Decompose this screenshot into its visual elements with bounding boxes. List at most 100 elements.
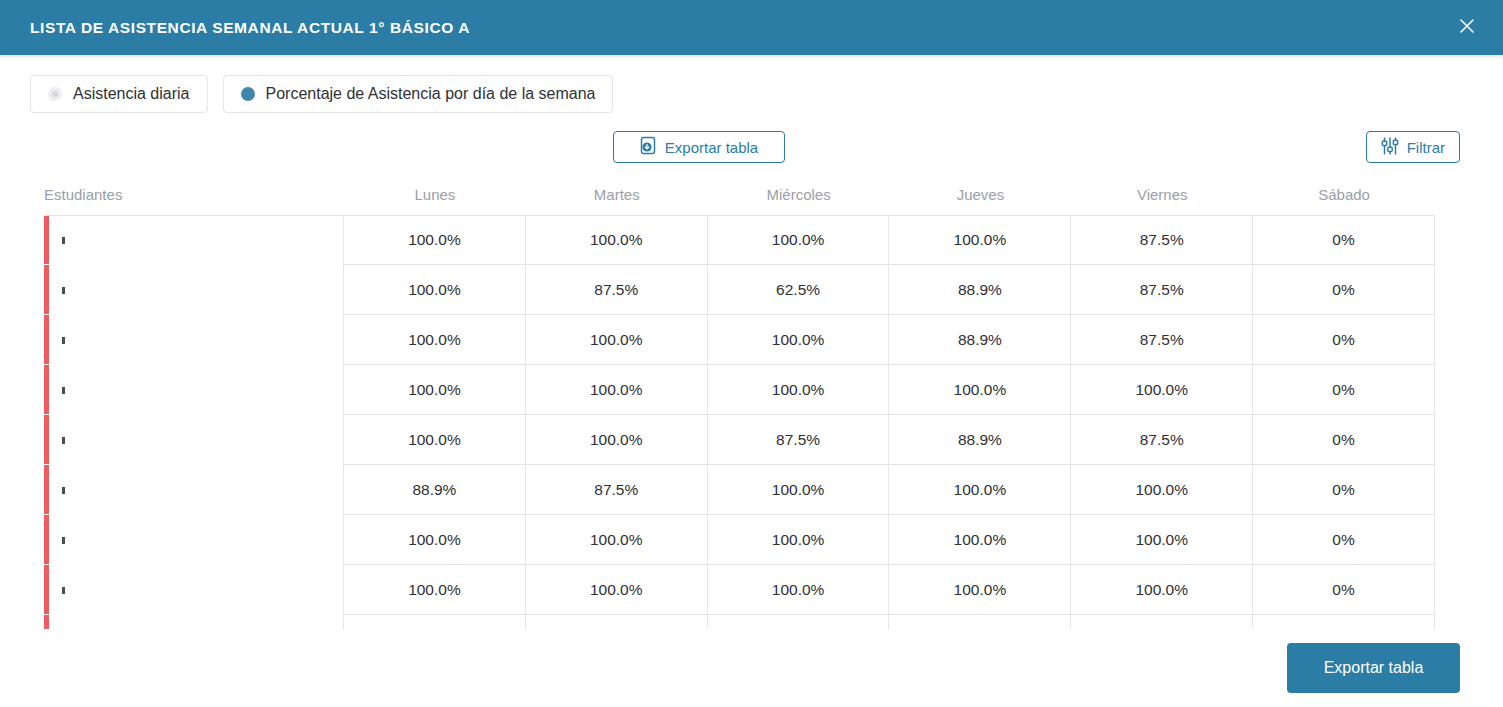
- column-header-jueves: Jueves: [889, 173, 1071, 215]
- attendance-percentage-cell: 87.5%: [526, 465, 708, 515]
- redacted-name-artifact: [62, 287, 65, 294]
- attendance-percentage-cell: 87.5%: [1071, 315, 1253, 365]
- attendance-percentage-cell: 88.9%: [889, 415, 1071, 465]
- attendance-percentage-cell: 100.0%: [344, 565, 526, 615]
- attendance-percentage-cell: 100.0%: [708, 565, 890, 615]
- table-row: 100.0% 100.0% 87.5% 88.9% 87.5% 0%: [44, 415, 1435, 465]
- attendance-percentage-cell: 62.5%: [708, 265, 890, 315]
- attendance-percentage-cell: 100.0%: [708, 315, 890, 365]
- attendance-percentage-cell: 87.5%: [1071, 215, 1253, 265]
- attendance-table-body: 100.0% 100.0% 100.0% 100.0% 87.5% 0% 100…: [44, 215, 1435, 629]
- student-name-cell-redacted: [44, 565, 344, 615]
- attendance-table: Estudiantes Lunes Martes Miércoles Jueve…: [44, 173, 1435, 629]
- attendance-percentage-cell: 100.0%: [344, 515, 526, 565]
- attendance-percentage-cell: 100.0%: [708, 465, 890, 515]
- attendance-percentage-cell: 100.0%: [526, 515, 708, 565]
- filter-label: Filtrar: [1407, 139, 1445, 156]
- attendance-percentage-cell: [889, 615, 1071, 629]
- attendance-percentage-cell: 100.0%: [344, 265, 526, 315]
- attendance-percentage-cell: 100.0%: [526, 565, 708, 615]
- column-header-lunes: Lunes: [344, 173, 526, 215]
- attendance-percentage-cell: 100.0%: [526, 215, 708, 265]
- student-name-cell-redacted: [44, 365, 344, 415]
- attendance-percentage-cell: [708, 615, 890, 629]
- redacted-name-artifact: [62, 237, 65, 244]
- attendance-percentage-cell: [344, 615, 526, 629]
- toggle-porcentaje-asistencia[interactable]: Porcentaje de Asistencia por día de la s…: [223, 75, 614, 113]
- redacted-name-artifact: [62, 587, 65, 594]
- attendance-percentage-cell: 100.0%: [344, 415, 526, 465]
- attendance-percentage-cell: [526, 615, 708, 629]
- attendance-table-container[interactable]: Estudiantes Lunes Martes Miércoles Jueve…: [44, 173, 1435, 629]
- table-row: 100.0% 100.0% 100.0% 100.0% 100.0% 0%: [44, 515, 1435, 565]
- attendance-percentage-cell: 0%: [1253, 215, 1435, 265]
- redacted-name-artifact: [62, 537, 65, 544]
- close-icon: [1458, 17, 1476, 38]
- redacted-name-artifact: [62, 487, 65, 494]
- attendance-percentage-cell: 87.5%: [1071, 265, 1253, 315]
- toggle-asistencia-diaria[interactable]: Asistencia diaria: [30, 75, 208, 113]
- toggle-label: Porcentaje de Asistencia por día de la s…: [266, 85, 596, 103]
- table-row: 100.0% 100.0% 100.0% 100.0% 100.0% 0%: [44, 565, 1435, 615]
- attendance-percentage-cell: 88.9%: [889, 265, 1071, 315]
- student-name-cell-redacted: [44, 515, 344, 565]
- close-button[interactable]: [1453, 14, 1481, 42]
- export-table-button-bottom[interactable]: Exportar tabla: [1287, 643, 1460, 693]
- table-row: 100.0% 100.0% 100.0% 100.0% 100.0% 0%: [44, 365, 1435, 415]
- table-row: 100.0% 100.0% 100.0% 88.9% 87.5% 0%: [44, 315, 1435, 365]
- export-table-button-top[interactable]: Exportar tabla: [613, 131, 785, 163]
- table-actions-row: Exportar tabla Filtrar: [0, 131, 1503, 163]
- view-mode-toggles: Asistencia diaria Porcentaje de Asistenc…: [30, 75, 1503, 113]
- attendance-percentage-cell: 0%: [1253, 365, 1435, 415]
- attendance-percentage-cell: 0%: [1253, 315, 1435, 365]
- attendance-percentage-cell: 100.0%: [1071, 565, 1253, 615]
- redacted-name-artifact: [62, 387, 65, 394]
- attendance-percentage-cell: 88.9%: [889, 315, 1071, 365]
- attendance-percentage-cell: 100.0%: [1071, 365, 1253, 415]
- table-row: 100.0% 87.5% 62.5% 88.9% 87.5% 0%: [44, 265, 1435, 315]
- attendance-percentage-cell: 0%: [1253, 515, 1435, 565]
- attendance-percentage-cell: 100.0%: [526, 415, 708, 465]
- modal-header: LISTA DE ASISTENCIA SEMANAL ACTUAL 1° BÁ…: [0, 0, 1503, 55]
- table-row: [44, 615, 1435, 629]
- redacted-name-artifact: [62, 337, 65, 344]
- attendance-percentage-cell: [1071, 615, 1253, 629]
- attendance-percentage-cell: 0%: [1253, 415, 1435, 465]
- attendance-percentage-cell: 87.5%: [708, 415, 890, 465]
- column-header-sabado: Sábado: [1253, 173, 1435, 215]
- redacted-name-artifact: [62, 437, 65, 444]
- table-row: 88.9% 87.5% 100.0% 100.0% 100.0% 0%: [44, 465, 1435, 515]
- export-table-label: Exportar tabla: [665, 139, 758, 156]
- table-header-row: Estudiantes Lunes Martes Miércoles Jueve…: [44, 173, 1435, 215]
- radio-unselected-icon: [48, 87, 62, 101]
- column-header-estudiantes: Estudiantes: [44, 173, 344, 215]
- attendance-percentage-cell: 0%: [1253, 465, 1435, 515]
- attendance-percentage-cell: 100.0%: [889, 515, 1071, 565]
- attendance-percentage-cell: 100.0%: [1071, 515, 1253, 565]
- attendance-percentage-cell: 88.9%: [344, 465, 526, 515]
- filter-button[interactable]: Filtrar: [1366, 131, 1460, 163]
- attendance-percentage-cell: 100.0%: [344, 215, 526, 265]
- attendance-percentage-cell: 100.0%: [889, 565, 1071, 615]
- attendance-percentage-cell: 100.0%: [526, 365, 708, 415]
- column-header-viernes: Viernes: [1071, 173, 1253, 215]
- attendance-percentage-cell: 87.5%: [1071, 415, 1253, 465]
- modal-title: LISTA DE ASISTENCIA SEMANAL ACTUAL 1° BÁ…: [30, 19, 470, 37]
- table-row: 100.0% 100.0% 100.0% 100.0% 87.5% 0%: [44, 215, 1435, 265]
- student-name-cell-redacted: [44, 215, 344, 265]
- attendance-percentage-cell: 100.0%: [526, 315, 708, 365]
- student-name-cell-redacted: [44, 615, 344, 629]
- modal-footer: Exportar tabla: [0, 643, 1460, 693]
- attendance-percentage-cell: 100.0%: [708, 215, 890, 265]
- toggle-label: Asistencia diaria: [73, 85, 190, 103]
- attendance-percentage-cell: 100.0%: [344, 365, 526, 415]
- attendance-percentage-cell: 100.0%: [889, 365, 1071, 415]
- column-header-miercoles: Miércoles: [708, 173, 890, 215]
- attendance-percentage-cell: [1253, 615, 1435, 629]
- student-name-cell-redacted: [44, 315, 344, 365]
- attendance-percentage-cell: 87.5%: [526, 265, 708, 315]
- filter-sliders-icon: [1381, 136, 1399, 159]
- radio-selected-icon: [241, 87, 255, 101]
- attendance-percentage-cell: 100.0%: [344, 315, 526, 365]
- attendance-percentage-cell: 100.0%: [708, 515, 890, 565]
